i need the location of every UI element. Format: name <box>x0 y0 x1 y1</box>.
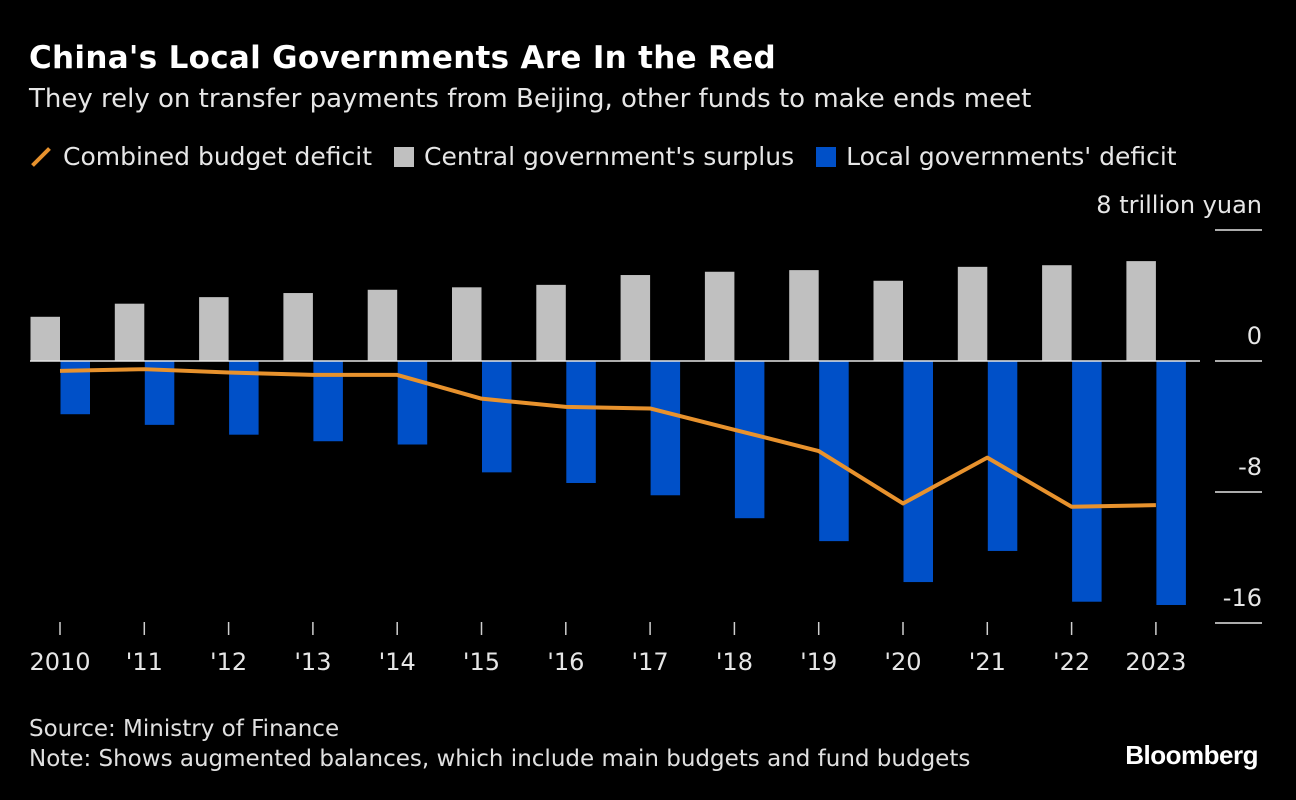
local-deficit-bar <box>903 361 933 583</box>
x-tick-label: '14 <box>379 648 416 676</box>
y-tick-label: -8 <box>1238 453 1262 481</box>
legend: Combined budget deficit Central governme… <box>29 142 1177 171</box>
legend-swatch <box>394 146 415 167</box>
central-surplus-bar <box>1042 265 1072 361</box>
central-surplus-bar <box>620 275 651 361</box>
x-tick-label: '18 <box>716 648 753 676</box>
x-tick-label: '15 <box>463 648 500 676</box>
legend-label: Combined budget deficit <box>63 142 373 171</box>
x-tick-label: '13 <box>294 648 331 676</box>
x-tick-label: '12 <box>210 648 247 676</box>
central-surplus-bar <box>452 287 482 361</box>
source-note: Source: Ministry of Finance <box>29 716 340 742</box>
x-tick-label: 2023 <box>1125 648 1186 676</box>
legend-label: Local governments' deficit <box>846 142 1177 171</box>
x-tick-label: '22 <box>1053 648 1090 676</box>
x-tick-label: 2010 <box>29 648 90 676</box>
legend-item-central: Central government's surplus <box>394 142 794 171</box>
legend-item-combined: Combined budget deficit <box>29 142 372 171</box>
central-surplus-bar <box>957 266 988 361</box>
local-deficit-bar <box>566 361 596 483</box>
central-surplus-bar <box>199 297 229 361</box>
footnote: Note: Shows augmented balances, which in… <box>29 746 971 772</box>
central-surplus-bar <box>873 280 903 361</box>
central-surplus-bar <box>1126 261 1156 361</box>
combined-deficit-line <box>59 367 1156 509</box>
local-deficit-bar <box>987 361 1018 551</box>
x-tick-label: '19 <box>800 648 837 676</box>
central-surplus-bar <box>283 293 313 361</box>
local-deficit-bar <box>397 361 428 445</box>
legend-label: Central government's surplus <box>424 142 795 171</box>
x-tick-label: '20 <box>884 648 921 676</box>
x-tick-label: '21 <box>969 648 1006 676</box>
y-tick-label: -16 <box>1223 584 1262 612</box>
legend-swatch <box>816 146 837 167</box>
central-surplus-bar <box>30 316 60 361</box>
central-surplus-bar <box>789 270 819 361</box>
local-deficit-bar <box>734 361 765 519</box>
central-surplus-bar <box>114 303 145 361</box>
local-deficit-bar <box>482 361 512 473</box>
chart-title: China's Local Governments Are In the Red <box>29 40 777 76</box>
central-surplus-bar <box>704 271 735 361</box>
local-deficit-bar <box>650 361 681 496</box>
x-tick-label: '16 <box>547 648 584 676</box>
legend-item-local: Local governments' deficit <box>816 142 1177 171</box>
local-deficit-bar <box>1156 361 1186 605</box>
central-surplus-bar <box>367 289 398 361</box>
bloomberg-logo: Bloomberg <box>1125 740 1258 770</box>
central-surplus-bar <box>536 284 566 361</box>
local-deficit-bar <box>1072 361 1102 602</box>
chart-subtitle: They rely on transfer payments from Beij… <box>29 84 1032 114</box>
y-tick-label: 8 trillion yuan <box>1096 191 1262 219</box>
local-deficit-bar <box>819 361 849 542</box>
y-tick-label: 0 <box>1247 322 1262 350</box>
x-tick-label: '11 <box>126 648 163 676</box>
x-tick-label: '17 <box>632 648 669 676</box>
